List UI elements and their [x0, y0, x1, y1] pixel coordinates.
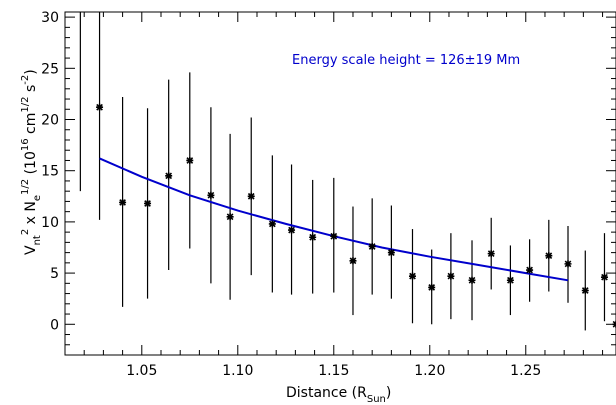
data-point-marker: [186, 156, 194, 164]
x-tick-label: 1.25: [510, 363, 541, 379]
data-point: [309, 233, 317, 241]
data-point: [487, 250, 495, 258]
data-point: [368, 242, 376, 250]
data-point: [600, 273, 608, 281]
x-tick-label: 1.15: [318, 363, 349, 379]
data-point: [468, 276, 476, 284]
data-point-marker: [349, 257, 357, 265]
data-point: [207, 191, 215, 199]
data-point-marker: [612, 320, 616, 328]
y-axis-label: Vnt2 x Ne1/2 (1016 cm1/2 s-2): [20, 69, 43, 255]
y-label-units-exp2: 1/2: [20, 97, 31, 113]
data-point-marker: [247, 192, 255, 200]
y-label-v-sub: nt: [32, 235, 43, 245]
data-point: [564, 260, 572, 268]
y-label-units-exp3: -2: [20, 75, 31, 85]
x-tick-label: 1.05: [126, 363, 157, 379]
data-point-marker: [226, 213, 234, 221]
data-point-marker: [447, 272, 455, 280]
x-tick-label: 1.10: [222, 363, 253, 379]
data-point-marker: [144, 199, 152, 207]
data-point-marker: [545, 252, 553, 260]
x-ticks: 1.05 1.10 1.15 1.20 1.25: [83, 12, 604, 379]
data-point-marker: [581, 286, 589, 294]
x-axis-label-close: ): [386, 385, 391, 401]
y-label-v: V: [23, 245, 39, 255]
y-tick-label: 20: [41, 113, 59, 129]
y-tick-label: 25: [41, 61, 59, 77]
y-tick-label: 5: [50, 266, 59, 282]
y-tick-label: 0: [50, 317, 59, 333]
y-tick-label: 30: [41, 10, 59, 26]
data-point-marker: [368, 242, 376, 250]
y-tick-label: 10: [41, 215, 59, 231]
annotation: Energy scale height = 126±19 Mm: [292, 53, 520, 68]
data-point: [428, 283, 436, 291]
x-axis-label-main: Distance (R: [286, 385, 367, 401]
data-point-marker: [600, 273, 608, 281]
data-point: [447, 272, 455, 280]
data-point-marker: [564, 260, 572, 268]
data-point: [581, 286, 589, 294]
data-point-marker: [506, 276, 514, 284]
data-point-marker: [387, 249, 395, 257]
data-point-marker: [487, 250, 495, 258]
data-point-marker: [408, 272, 416, 280]
data-point-marker: [309, 233, 317, 241]
data-point: [288, 226, 296, 234]
data-point: [96, 103, 104, 111]
data-point: [506, 276, 514, 284]
y-label-units-post: ): [23, 69, 39, 74]
data-point-marker: [268, 220, 276, 228]
data-point-marker: [207, 191, 215, 199]
data-point: [330, 232, 338, 240]
plot-frame: [64, 11, 616, 356]
y-label-units-pre: (10: [23, 151, 39, 179]
data-point: [612, 320, 616, 328]
data-point-marker: [468, 276, 476, 284]
data-point-marker: [428, 283, 436, 291]
y-label-times: x N: [23, 201, 39, 229]
data-point: [387, 249, 395, 257]
data-point-marker: [330, 232, 338, 240]
data-point: [186, 156, 194, 164]
y-tick-label: 15: [41, 164, 59, 180]
y-label-v-sup: 2: [20, 229, 31, 235]
y-label-n-sub: e: [32, 195, 43, 201]
data-point-marker: [119, 198, 127, 206]
data-point-marker: [288, 226, 296, 234]
y-label-units-mid: cm: [23, 113, 39, 139]
data-point: [408, 272, 416, 280]
data-point: [545, 252, 553, 260]
markers: [96, 103, 616, 328]
x-axis-label: Distance (RSun): [286, 385, 391, 405]
data-point-marker: [165, 172, 173, 180]
x-tick-label: 1.20: [414, 363, 445, 379]
y-label-n-sup: 1/2: [20, 179, 31, 195]
x-axis-label-sub: Sun: [367, 394, 386, 405]
data-point: [144, 199, 152, 207]
data-point: [226, 213, 234, 221]
data-point-marker: [526, 266, 534, 274]
data-point-marker: [96, 103, 104, 111]
data-point: [119, 198, 127, 206]
data-point: [165, 172, 173, 180]
y-label-units-mid2: s: [23, 85, 39, 97]
data-point: [526, 266, 534, 274]
data-point: [247, 192, 255, 200]
data-point: [349, 257, 357, 265]
data-point: [268, 220, 276, 228]
y-label-units-exp: 16: [20, 138, 31, 151]
y-ticks: 0 5 10 15 20 25 30: [41, 10, 616, 346]
